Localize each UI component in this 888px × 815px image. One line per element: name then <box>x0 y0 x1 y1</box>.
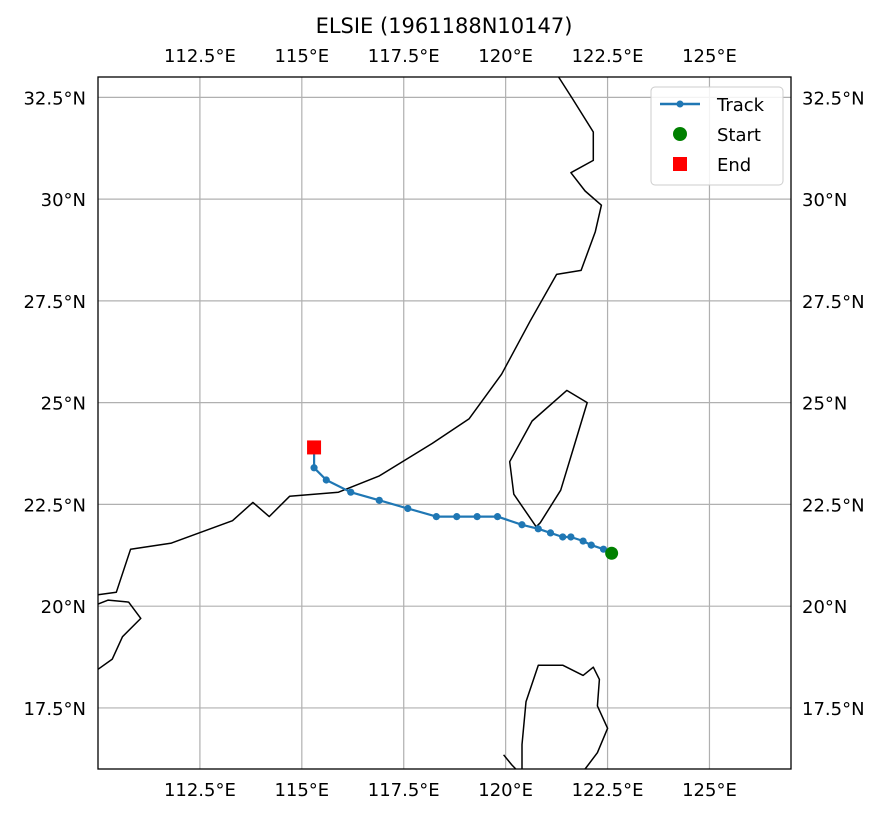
lat-tick-label-left: 22.5°N <box>23 495 86 516</box>
track-point <box>432 513 440 521</box>
lat-tick-label-right: 27.5°N <box>802 292 865 313</box>
lon-tick-label-bottom: 117.5°E <box>368 780 440 801</box>
legend-label-start: Start <box>717 125 761 146</box>
track-point <box>493 513 502 521</box>
lat-tick-label-right: 25°N <box>802 394 847 415</box>
lat-tick-label-left: 20°N <box>41 597 86 618</box>
track-point <box>322 476 330 484</box>
track-point <box>567 533 575 541</box>
track-point <box>587 541 595 549</box>
track-point <box>534 525 542 533</box>
legend-start-marker <box>673 127 687 141</box>
lon-tick-label-top: 125°E <box>682 46 737 67</box>
track-point <box>518 521 526 529</box>
track-point <box>473 513 481 521</box>
lon-tick-label-top: 112.5°E <box>164 46 236 67</box>
track-point <box>579 537 587 545</box>
legend-label-end: End <box>717 155 751 176</box>
lat-tick-label-left: 27.5°N <box>23 292 86 313</box>
lon-tick-label-top: 122.5°E <box>572 46 644 67</box>
lat-tick-label-right: 30°N <box>802 190 847 211</box>
lon-tick-label-top: 120°E <box>478 46 533 67</box>
track-point <box>310 464 318 472</box>
lat-tick-label-left: 25°N <box>41 394 86 415</box>
track-point <box>404 504 412 513</box>
lon-tick-label-bottom: 125°E <box>682 780 737 801</box>
lon-tick-label-top: 115°E <box>274 46 329 67</box>
track-point <box>599 545 608 553</box>
track-point <box>453 513 461 521</box>
lat-tick-label-left: 30°N <box>41 190 86 211</box>
coastline <box>503 754 517 770</box>
track-point <box>347 488 355 496</box>
lat-tick-label-right: 22.5°N <box>802 495 865 516</box>
map-title: ELSIE (1961188N10147) <box>316 14 573 38</box>
lat-tick-label-right: 32.5°N <box>802 88 865 109</box>
legend-track-marker <box>676 100 684 108</box>
start-marker <box>605 546 619 560</box>
track-point <box>559 533 567 541</box>
legend: Track Start End <box>650 86 784 186</box>
legend-end-marker <box>673 157 687 171</box>
lon-tick-label-bottom: 120°E <box>478 780 533 801</box>
lon-tick-label-bottom: 115°E <box>274 780 329 801</box>
lat-tick-label-right: 20°N <box>802 597 847 618</box>
lon-tick-label-top: 117.5°E <box>368 46 440 67</box>
track-point <box>546 529 555 537</box>
axis-tick-labels: 112.5°E 112.5°E 115°E 115°E 117.5°E 117.5°E 12… <box>23 46 864 801</box>
coastline <box>97 76 603 596</box>
coastlines <box>97 76 609 770</box>
map-frame <box>97 76 792 770</box>
lat-tick-label-left: 17.5°N <box>23 699 86 720</box>
lat-tick-label-right: 17.5°N <box>802 699 865 720</box>
lon-tick-label-bottom: 112.5°E <box>164 780 236 801</box>
storm-track <box>307 440 619 560</box>
coastline <box>97 599 142 670</box>
coastline <box>508 389 588 528</box>
end-marker <box>307 440 322 455</box>
lon-tick-label-bottom: 122.5°E <box>572 780 644 801</box>
lat-tick-label-left: 32.5°N <box>23 88 86 109</box>
legend-label-track: Track <box>716 95 765 116</box>
track-point <box>375 496 383 504</box>
track-line <box>313 447 613 555</box>
coastline <box>521 664 609 770</box>
